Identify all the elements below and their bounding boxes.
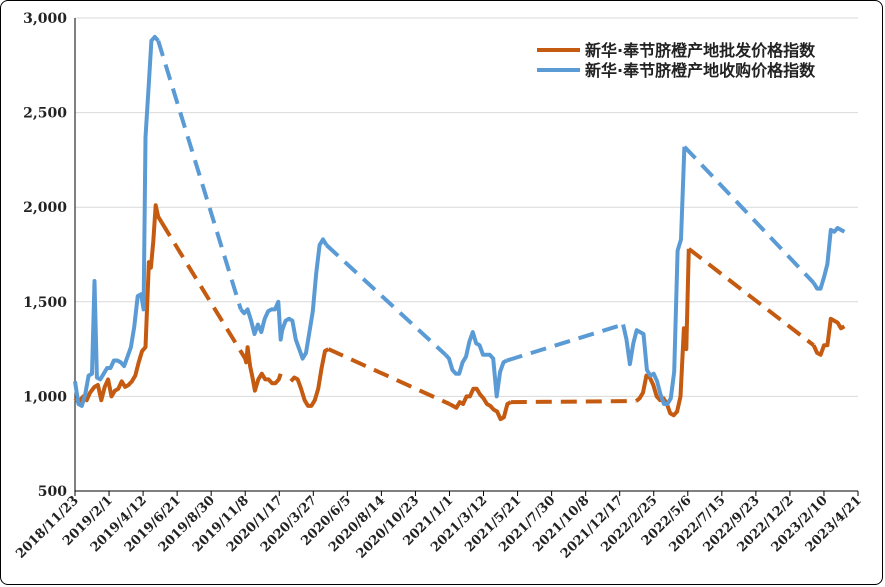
series-segment-solid (239, 237, 329, 361)
legend-label: 新华·奉节脐橙产地批发价格指数 (585, 41, 816, 60)
wholesale-price-series (73, 203, 846, 422)
series-segment-solid (73, 203, 164, 405)
series-segment-dashed (682, 145, 816, 285)
series-lines (73, 34, 846, 422)
series-segment-solid (243, 345, 283, 393)
y-tick-label: 1,000 (23, 389, 67, 405)
series-segment-dashed (156, 40, 243, 310)
series-segment-dashed (159, 221, 247, 360)
series-segment-solid (444, 330, 508, 399)
y-tick-label: 3,000 (23, 11, 67, 27)
series-segment-dashed (506, 322, 624, 363)
series-segment-solid (448, 386, 512, 422)
series-segment-dashed (687, 247, 815, 347)
series-segment-solid (289, 347, 330, 408)
series-segment-dashed (510, 399, 637, 405)
y-tick-label: 2,000 (23, 200, 67, 216)
series-segment-solid (73, 34, 160, 408)
y-tick-label: 500 (38, 484, 67, 500)
legend-label: 新华·奉节脐橙产地收购价格指数 (585, 61, 816, 80)
series-segment-solid (811, 226, 846, 291)
y-tick-label: 1,500 (23, 295, 67, 311)
series-segment-dashed (327, 347, 451, 406)
series-segment-dashed (325, 243, 447, 357)
series-segment-solid (811, 316, 846, 357)
series-segment-solid (621, 146, 687, 406)
purchase-price-series (73, 34, 846, 408)
gridlines (75, 17, 858, 397)
y-tick-label: 2,500 (23, 106, 67, 122)
